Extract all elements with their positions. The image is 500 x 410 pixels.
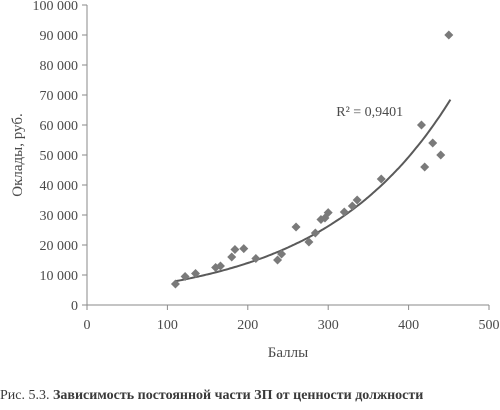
x-tick-label: 500 bbox=[479, 318, 500, 333]
caption-number: Рис. 5.3. bbox=[0, 388, 53, 403]
figure-caption: Рис. 5.3. Зависимость постоянной части З… bbox=[0, 388, 500, 404]
data-point bbox=[191, 269, 201, 278]
scatter-chart: 0 100 200 300 400 500 0 10 000 20 000 30 000 40 0… bbox=[10, 0, 500, 361]
y-tick-label: 50 000 bbox=[40, 149, 79, 164]
data-point bbox=[227, 252, 237, 262]
data-point bbox=[444, 30, 454, 40]
y-tick-label: 80 000 bbox=[40, 59, 79, 74]
data-point bbox=[310, 228, 320, 238]
y-tick-label: 30 000 bbox=[40, 209, 79, 224]
y-tick-label: 10 000 bbox=[40, 269, 79, 284]
data-point bbox=[170, 279, 180, 289]
data-point bbox=[277, 249, 287, 259]
y-tick-label: 70 000 bbox=[40, 89, 79, 104]
data-point bbox=[339, 207, 349, 217]
data-point bbox=[251, 254, 261, 263]
data-point bbox=[323, 208, 333, 218]
data-point bbox=[180, 272, 190, 281]
y-tick-label: 20 000 bbox=[40, 239, 79, 254]
y-tick-label: 40 000 bbox=[40, 179, 79, 194]
r-squared-annotation: R² = 0,9401 bbox=[336, 105, 403, 120]
data-point bbox=[420, 162, 430, 172]
data-point bbox=[376, 174, 386, 184]
data-point bbox=[428, 138, 438, 148]
data-point bbox=[304, 237, 314, 247]
data-point bbox=[215, 261, 225, 271]
axes: 0 100 200 300 400 500 0 10 000 20 000 30 000 40 0… bbox=[33, 0, 500, 333]
data-point bbox=[291, 222, 301, 232]
data-point bbox=[436, 150, 446, 160]
data-point bbox=[273, 255, 283, 265]
data-point bbox=[416, 120, 426, 130]
x-tick-label: 200 bbox=[237, 318, 258, 333]
x-tick-label: 0 bbox=[84, 318, 91, 333]
trendline bbox=[175, 99, 452, 283]
x-tick-label: 400 bbox=[398, 318, 419, 333]
data-point bbox=[230, 245, 240, 254]
x-tick-label: 100 bbox=[157, 318, 178, 333]
x-axis-label: Баллы bbox=[268, 345, 308, 361]
caption-text: Зависимость постоянной части ЗП от ценно… bbox=[53, 388, 424, 403]
y-tick-label: 60 000 bbox=[40, 119, 79, 134]
data-point bbox=[239, 244, 249, 254]
y-tick-label: 100 000 bbox=[33, 0, 79, 14]
x-tick-label: 300 bbox=[318, 318, 339, 333]
data-point bbox=[352, 195, 362, 205]
data-point bbox=[347, 201, 357, 211]
y-axis-label: Оклады, руб. bbox=[10, 113, 26, 196]
y-tick-label: 0 bbox=[71, 299, 78, 314]
y-tick-label: 90 000 bbox=[40, 29, 79, 44]
